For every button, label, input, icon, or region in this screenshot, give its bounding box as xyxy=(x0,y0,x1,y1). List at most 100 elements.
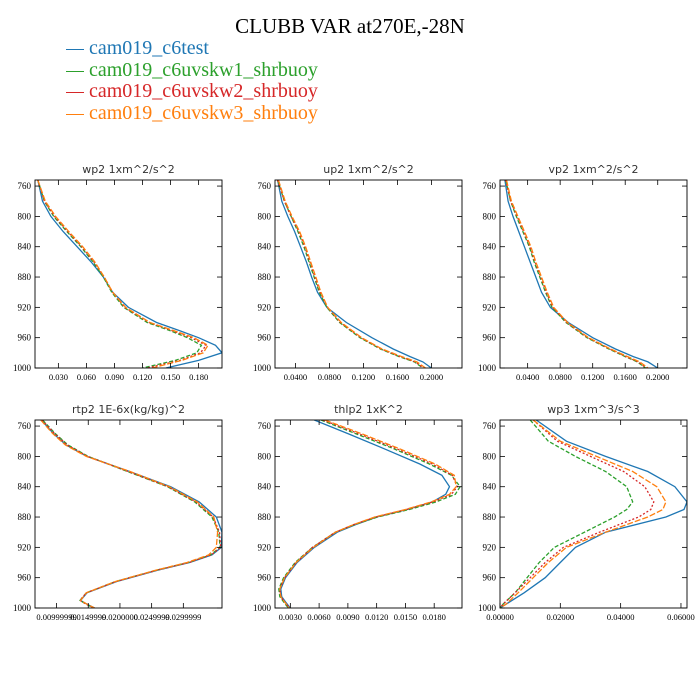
panel-title: rtp2 1E-6x(kg/kg)^2 xyxy=(72,403,185,416)
series-line xyxy=(37,180,209,368)
plot-frame xyxy=(274,179,463,369)
y-tick-label: 880 xyxy=(258,512,272,522)
y-tick-label: 880 xyxy=(258,272,272,282)
series-line xyxy=(40,420,222,608)
x-tick-label: 0.0400 xyxy=(284,372,307,382)
x-tick-label: 0.060 xyxy=(77,372,96,382)
x-tick-label: 0.120 xyxy=(133,372,152,382)
panel-4: rtp2 1E-6x(kg/kg)^2 760 800 840 880 920 960 100… xyxy=(13,403,223,622)
y-tick-label: 800 xyxy=(18,451,32,461)
legend-swatch xyxy=(66,113,84,115)
y-tick-label: 760 xyxy=(18,181,32,191)
legend-label: cam019_c6uvskw3_shrbuoy xyxy=(89,101,318,124)
panel-1: wp2 1xm^2/s^2 760 800 840 880 920 960 1000 0.030… xyxy=(13,163,223,382)
y-tick-label: 960 xyxy=(483,573,497,583)
y-tick-label: 800 xyxy=(258,211,272,221)
y-tick-label: 840 xyxy=(18,482,32,492)
x-tick-label: 0.04000 xyxy=(607,612,635,622)
series-line xyxy=(42,420,221,608)
series-line xyxy=(504,180,659,368)
y-tick-label: 760 xyxy=(258,421,272,431)
x-tick-label: 0.00999999 xyxy=(36,612,76,622)
plot-frame xyxy=(34,179,223,369)
x-tick-label: 0.1600 xyxy=(386,372,409,382)
series-line xyxy=(279,420,458,608)
plot-frame xyxy=(499,179,688,369)
x-tick-label: 0.0200000 xyxy=(102,612,138,622)
y-tick-label: 760 xyxy=(18,421,32,431)
y-tick-label: 800 xyxy=(18,211,32,221)
plot-frame xyxy=(274,419,463,609)
x-tick-label: 0.0120 xyxy=(365,612,388,622)
y-tick-label: 800 xyxy=(483,211,497,221)
x-tick-label: 0.1200 xyxy=(352,372,375,382)
panel-2: up2 1xm^2/s^2 760 800 840 880 920 960 1000 0.040… xyxy=(253,163,463,382)
x-tick-label: 0.0090 xyxy=(336,612,359,622)
y-tick-label: 920 xyxy=(18,542,32,552)
series-line xyxy=(276,180,432,368)
y-tick-label: 840 xyxy=(258,482,272,492)
y-tick-label: 760 xyxy=(483,421,497,431)
series-line xyxy=(37,180,203,368)
y-tick-label: 1000 xyxy=(478,363,497,373)
series-line xyxy=(41,420,222,608)
series-line xyxy=(500,420,687,608)
x-tick-label: 0.1600 xyxy=(614,372,637,382)
y-tick-label: 840 xyxy=(483,482,497,492)
y-tick-label: 1000 xyxy=(478,603,497,613)
series-line xyxy=(505,180,646,368)
y-tick-label: 960 xyxy=(18,333,32,343)
x-tick-label: 0.00000 xyxy=(486,612,514,622)
legend-swatch xyxy=(66,70,84,72)
panel-title: up2 1xm^2/s^2 xyxy=(323,163,414,176)
x-tick-label: 0.2000 xyxy=(420,372,443,382)
series-line xyxy=(500,420,667,608)
x-tick-label: 0.0800 xyxy=(318,372,341,382)
plot-frame xyxy=(499,419,688,609)
x-tick-label: 0.0150 xyxy=(394,612,417,622)
x-tick-label: 0.180 xyxy=(189,372,208,382)
series-line xyxy=(280,420,451,608)
x-tick-label: 0.150 xyxy=(161,372,180,382)
x-tick-label: 0.2000 xyxy=(646,372,669,382)
y-tick-label: 880 xyxy=(18,512,32,522)
y-tick-label: 800 xyxy=(483,451,497,461)
x-tick-label: 0.02000 xyxy=(547,612,575,622)
series-line xyxy=(37,180,208,368)
series-line xyxy=(500,420,634,608)
y-tick-label: 840 xyxy=(258,242,272,252)
x-tick-label: 0.0249999 xyxy=(134,612,170,622)
y-tick-label: 920 xyxy=(483,542,497,552)
x-tick-label: 0.0800 xyxy=(548,372,571,382)
y-tick-label: 880 xyxy=(483,512,497,522)
figure-title: CLUBB VAR at270E,-28N xyxy=(235,14,465,38)
y-tick-label: 920 xyxy=(483,302,497,312)
legend-swatch xyxy=(66,49,84,50)
y-tick-label: 1000 xyxy=(253,363,272,373)
x-tick-label: 0.0060 xyxy=(307,612,330,622)
series-line xyxy=(278,420,461,608)
panel-title: wp3 1xm^3/s^3 xyxy=(547,403,640,416)
series-line xyxy=(40,420,219,608)
y-tick-label: 1000 xyxy=(13,363,32,373)
series-line xyxy=(279,420,457,608)
x-tick-label: 0.0030 xyxy=(279,612,302,622)
panel-title: wp2 1xm^2/s^2 xyxy=(82,163,175,176)
panel-3: vp2 1xm^2/s^2 760 800 840 880 920 960 1000 0.040… xyxy=(478,163,688,382)
series-line xyxy=(505,180,649,368)
y-tick-label: 960 xyxy=(18,573,32,583)
y-tick-label: 920 xyxy=(258,302,272,312)
series-line xyxy=(276,180,424,368)
x-tick-label: 0.0400 xyxy=(516,372,539,382)
x-tick-label: 0.090 xyxy=(105,372,124,382)
y-tick-label: 920 xyxy=(258,542,272,552)
panel-5: thlp2 1xK^2 760 800 840 880 920 960 1000 0.0030 0… xyxy=(253,403,463,622)
series-line xyxy=(276,180,425,368)
series-line xyxy=(500,420,655,608)
series-line xyxy=(37,180,222,368)
x-tick-label: 0.0180 xyxy=(423,612,446,622)
y-tick-label: 1000 xyxy=(13,603,32,613)
panel-6: wp3 1xm^3/s^3 760 800 840 880 920 960 10000.000… xyxy=(478,403,695,622)
x-tick-label: 0.06000 xyxy=(667,612,695,622)
y-tick-label: 760 xyxy=(258,181,272,191)
